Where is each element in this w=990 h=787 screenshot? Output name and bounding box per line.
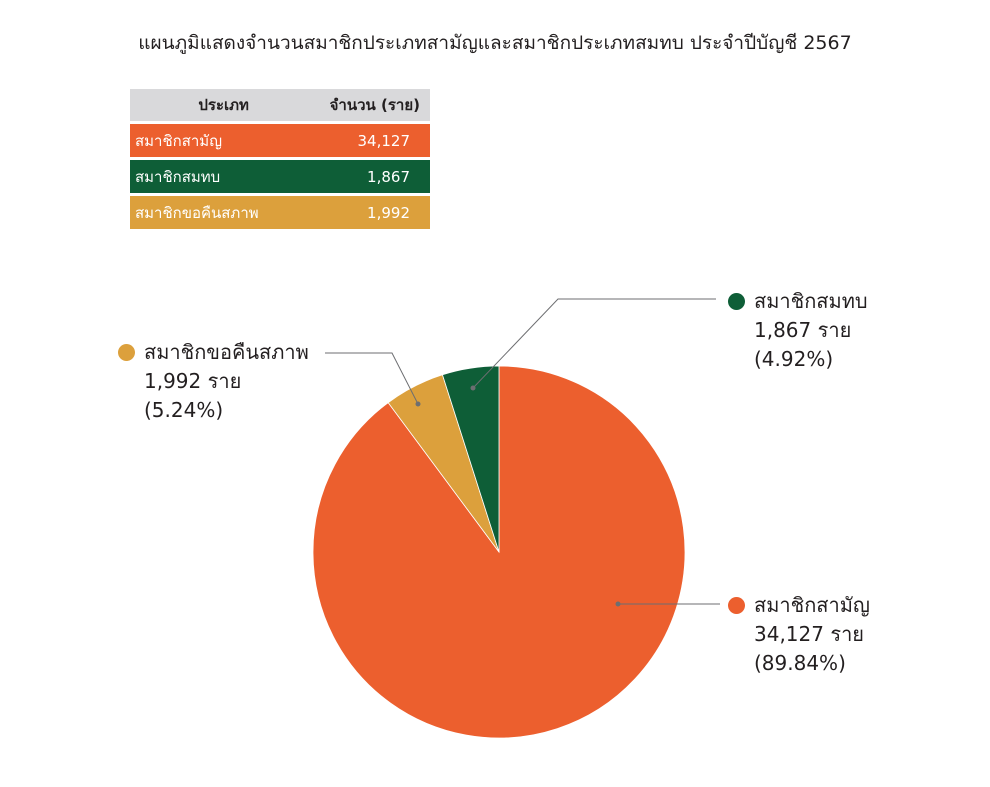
table-header-row: ประเภท จำนวน (ราย) xyxy=(130,89,430,121)
chart-title: แผนภูมิแสดงจำนวนสมาชิกประเภทสามัญและสมาช… xyxy=(138,32,852,54)
summary-table: ประเภท จำนวน (ราย) สมาชิกสามัญ 34,127 สม… xyxy=(130,86,430,232)
callout-label: สมาชิกสามัญ xyxy=(754,593,870,617)
callout-label: สมาชิกสมทบ xyxy=(754,289,868,313)
table-cell-count: 1,992 xyxy=(298,196,430,229)
leader-lines xyxy=(325,298,720,607)
leader-anchor-regular xyxy=(615,601,621,607)
callout-regular: สมาชิกสามัญ 34,127 ราย (89.84%) xyxy=(728,591,870,678)
pie-slice-associate xyxy=(441,365,500,553)
callout-percent: (4.92%) xyxy=(754,347,834,371)
table-cell-count: 1,867 xyxy=(298,160,430,193)
table-row-reinstated: สมาชิกขอคืนสภาพ 1,992 xyxy=(130,196,430,229)
table-cell-type: สมาชิกสมทบ xyxy=(130,160,299,193)
leader-anchor-reinstated xyxy=(415,401,421,407)
leader-line-reinstated xyxy=(325,352,419,405)
callout-percent: (5.24%) xyxy=(144,398,224,422)
callout-value: 1,992 ราย xyxy=(144,369,242,393)
leader-line-associate xyxy=(472,298,716,389)
callout-associate: สมาชิกสมทบ 1,867 ราย (4.92%) xyxy=(728,287,868,374)
callout-value: 1,867 ราย xyxy=(754,318,852,342)
table-cell-type: สมาชิกสามัญ xyxy=(130,124,299,157)
callout-percent: (89.84%) xyxy=(754,651,846,675)
callout-value: 34,127 ราย xyxy=(754,622,865,646)
header-type: ประเภท xyxy=(130,89,299,121)
legend-dot-associate xyxy=(728,293,745,310)
table-cell-count: 34,127 xyxy=(298,124,430,157)
table-row-regular: สมาชิกสามัญ 34,127 xyxy=(130,124,430,157)
legend-dot-reinstated xyxy=(118,344,135,361)
table-cell-type: สมาชิกขอคืนสภาพ xyxy=(130,196,299,229)
leader-anchor-associate xyxy=(470,385,476,391)
table-row-associate: สมาชิกสมทบ 1,867 xyxy=(130,160,430,193)
header-count: จำนวน (ราย) xyxy=(298,89,430,121)
legend-dot-regular xyxy=(728,597,745,614)
callout-reinstated: สมาชิกขอคืนสภาพ 1,992 ราย (5.24%) xyxy=(118,338,309,425)
callout-label: สมาชิกขอคืนสภาพ xyxy=(144,340,309,364)
pie-slices xyxy=(312,365,686,739)
